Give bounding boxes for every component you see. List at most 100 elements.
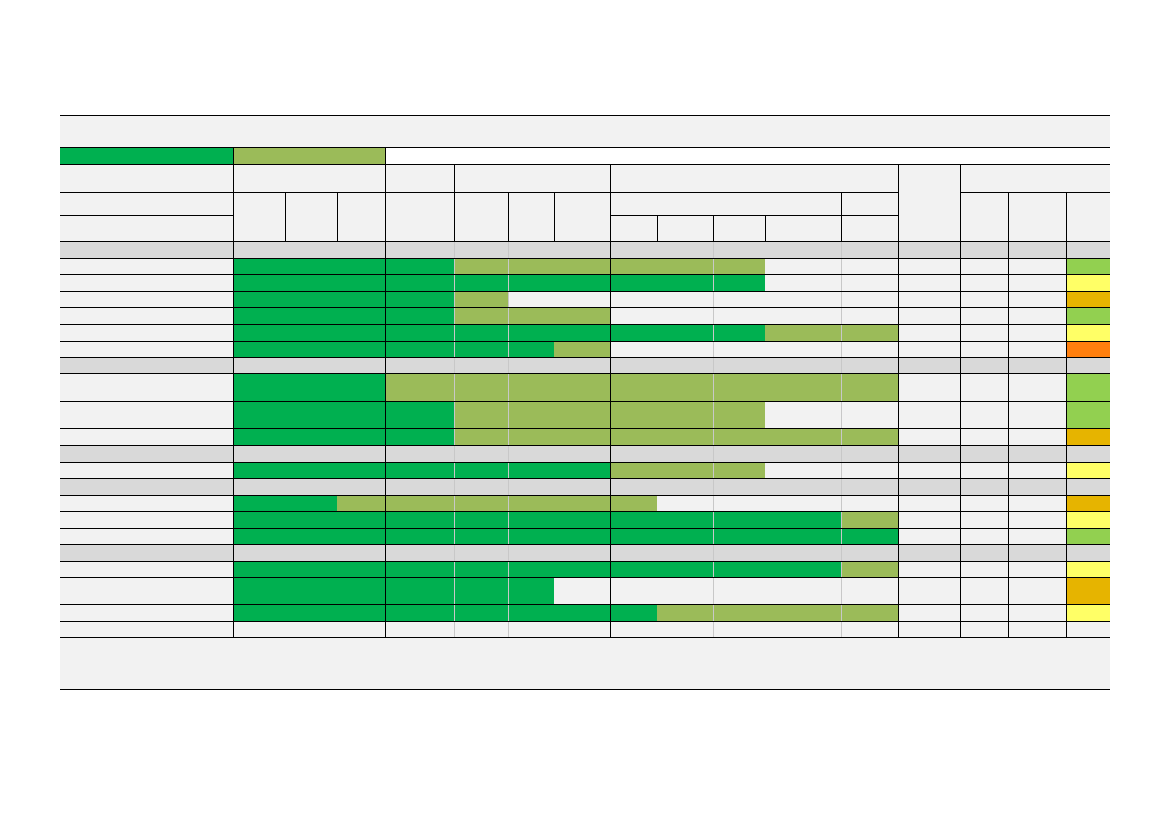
column-divider: [454, 164, 455, 241]
row-rule: [60, 341, 1110, 342]
legend-dark-green: [60, 148, 233, 164]
trailing-cells: [898, 561, 1110, 577]
legend-olive-green: [233, 148, 385, 164]
progress-bar-partial: [841, 561, 898, 577]
progress-bar-complete: [233, 401, 454, 428]
column-divider: [657, 215, 658, 241]
group-band-row: [60, 357, 1110, 373]
progress-bar-complete: [233, 373, 385, 401]
trailing-cells: [898, 528, 1110, 544]
subcolumn-divider: [454, 241, 455, 637]
row-rule: [60, 373, 1110, 374]
trailing-cells: [898, 511, 1110, 528]
row-rule: [60, 478, 1110, 479]
row-rule: [60, 357, 1110, 358]
row-label-cell: [60, 274, 233, 291]
progress-bar-partial: [454, 291, 508, 307]
row-rule: [60, 637, 1110, 638]
column-divider: [508, 192, 509, 241]
row-label-cell: [60, 528, 233, 544]
trailing-cells: [898, 495, 1110, 511]
progress-bar-partial: [454, 258, 765, 274]
progress-bar-partial: [385, 373, 898, 401]
column-divider: [233, 148, 234, 637]
rating-cell: [1066, 307, 1110, 324]
progress-bar-complete: [233, 341, 554, 357]
column-divider: [898, 164, 899, 637]
trailing-cells: [898, 291, 1110, 307]
group-band-row: [60, 478, 1110, 495]
progress-bar-partial: [765, 324, 898, 341]
trailing-cells: [898, 258, 1110, 274]
column-divider: [285, 192, 286, 241]
row-label-cell: [60, 341, 233, 357]
rating-cell: [1066, 373, 1110, 401]
progress-bar-complete: [233, 511, 841, 528]
rating-cell: [1066, 577, 1110, 604]
row-rule: [60, 307, 1110, 308]
row-rule: [60, 324, 1110, 325]
column-divider: [713, 215, 714, 241]
trailing-cells: [898, 341, 1110, 357]
progress-bar-complete: [233, 462, 610, 478]
header-rule: [60, 192, 898, 193]
progress-bar-partial: [337, 495, 657, 511]
row-rule: [60, 428, 1110, 429]
trailing-cells: [898, 274, 1110, 291]
legend-top-rule: [60, 147, 1110, 148]
rating-cell: [1066, 291, 1110, 307]
progress-bar-partial: [610, 462, 765, 478]
progress-bar-complete: [233, 561, 841, 577]
sheet-footnote-bar: [60, 637, 1110, 689]
progress-bar-complete: [233, 291, 454, 307]
rating-cell: [1066, 561, 1110, 577]
row-label-cell: [60, 307, 233, 324]
rating-cell: [1066, 511, 1110, 528]
progress-bar-partial: [454, 307, 610, 324]
column-divider: [765, 215, 766, 241]
rating-cell: [1066, 401, 1110, 428]
rating-cell: [1066, 324, 1110, 341]
trailing-cells: [898, 428, 1110, 445]
row-rule: [60, 462, 1110, 463]
row-rule: [60, 544, 1110, 545]
progress-bar-partial: [454, 428, 898, 445]
phase-area-cell: [233, 621, 898, 637]
row-rule: [60, 401, 1110, 402]
progress-bar-partial: [657, 604, 898, 621]
row-label-cell: [60, 462, 233, 478]
progress-bar-complete: [233, 274, 765, 291]
rating-cell: [1066, 462, 1110, 478]
header-rule: [960, 192, 1110, 193]
trailing-cells: [898, 462, 1110, 478]
column-divider: [1066, 192, 1067, 637]
progress-bar-complete: [233, 324, 765, 341]
rating-cell: [1066, 604, 1110, 621]
row-rule: [60, 561, 1110, 562]
header-rule: [610, 215, 898, 216]
column-header-panel: [60, 164, 1110, 241]
progress-bar-complete: [233, 428, 454, 445]
row-rule: [60, 604, 1110, 605]
row-label-cell: [60, 604, 233, 621]
row-label-cell: [60, 324, 233, 341]
column-divider: [385, 148, 386, 637]
row-label-cell: [60, 428, 233, 445]
row-rule: [60, 511, 1110, 512]
top-rule: [60, 115, 1110, 116]
progress-bar-complete: [233, 495, 337, 511]
rating-cell: [1066, 528, 1110, 544]
progress-bar-partial: [841, 511, 898, 528]
row-rule: [60, 577, 1110, 578]
subcolumn-divider: [508, 241, 509, 637]
rating-cell: [1066, 258, 1110, 274]
row-label-cell: [60, 291, 233, 307]
row-label-cell: [60, 495, 233, 511]
group-band-row: [60, 241, 1110, 258]
row-rule: [60, 291, 1110, 292]
progress-bar-complete: [233, 577, 554, 604]
rating-cell: [1066, 274, 1110, 291]
row-rule: [60, 621, 1110, 622]
subcolumn-divider: [841, 241, 842, 637]
legend-bottom-rule: [60, 164, 1110, 165]
